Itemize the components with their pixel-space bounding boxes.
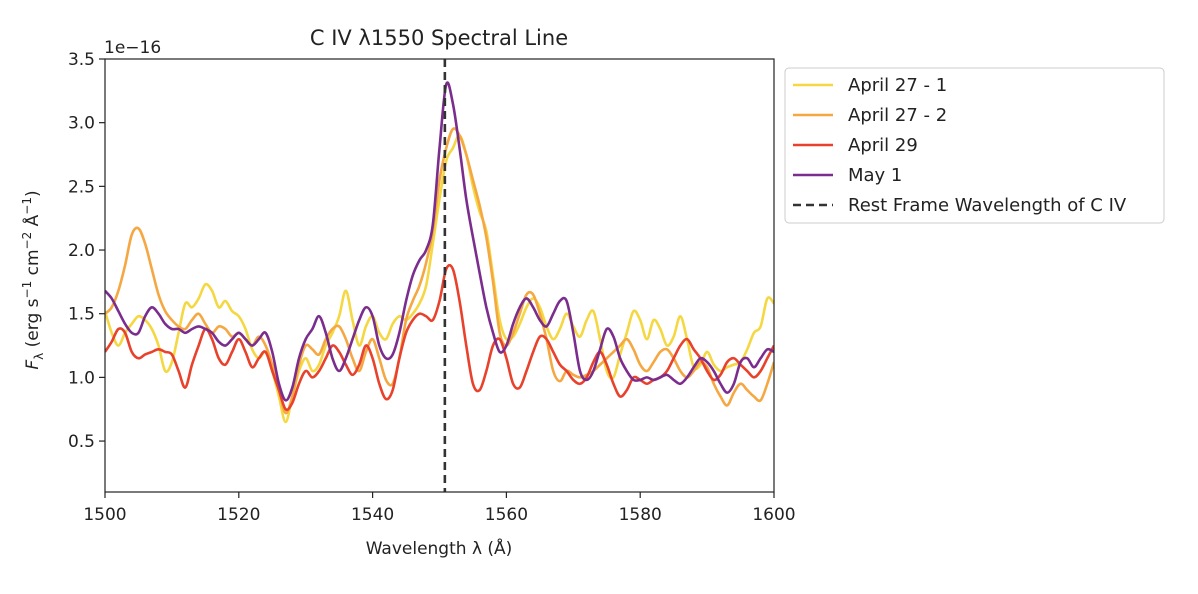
x-tick-label: 1580 <box>619 505 662 525</box>
series-line-may-1 <box>105 81 774 402</box>
y-axis: 0.5 1.0 1.5 2.0 2.5 3.0 3.5 <box>68 50 105 452</box>
chart-title: C IV λ1550 Spectral Line <box>310 26 568 50</box>
x-tick-label: 1520 <box>217 505 260 525</box>
x-axis: 1500 1520 1540 1560 1580 1600 <box>83 492 796 525</box>
y-offset-text: 1e−16 <box>104 38 161 58</box>
y-tick-label: 1.0 <box>68 368 95 388</box>
legend-label: May 1 <box>848 165 902 186</box>
legend-label: April 27 - 1 <box>848 75 947 96</box>
legend-box <box>784 67 1165 224</box>
y-axis-label: Fλ (erg s−1 cm−2 Å−1) <box>20 190 46 369</box>
plot-frame <box>104 58 775 493</box>
x-tick-label: 1540 <box>351 505 394 525</box>
legend-label: April 27 - 2 <box>848 105 947 126</box>
y-tick-label: 3.5 <box>68 50 95 70</box>
x-axis-label: Wavelength λ (Å) <box>366 537 513 559</box>
legend-label: April 29 <box>848 135 918 156</box>
y-tick-label: 0.5 <box>68 432 95 452</box>
series-line-april-27-1 <box>105 134 774 424</box>
series-line-april-27-2 <box>105 127 774 415</box>
y-tick-label: 1.5 <box>68 305 95 325</box>
x-tick-label: 1500 <box>83 505 126 525</box>
x-tick-label: 1600 <box>752 505 795 525</box>
legend-label: Rest Frame Wavelength of C IV <box>848 195 1127 216</box>
legend: April 27 - 1 April 27 - 2 April 29 May 1 Res… <box>784 67 1165 224</box>
x-tick-label: 1560 <box>485 505 528 525</box>
series-layer <box>105 81 774 424</box>
y-tick-label: 2.0 <box>68 241 95 261</box>
y-tick-label: 3.0 <box>68 114 95 134</box>
legend-entries: April 27 - 1 April 27 - 2 April 29 May 1 Res… <box>793 75 1127 216</box>
y-tick-label: 2.5 <box>68 177 95 197</box>
